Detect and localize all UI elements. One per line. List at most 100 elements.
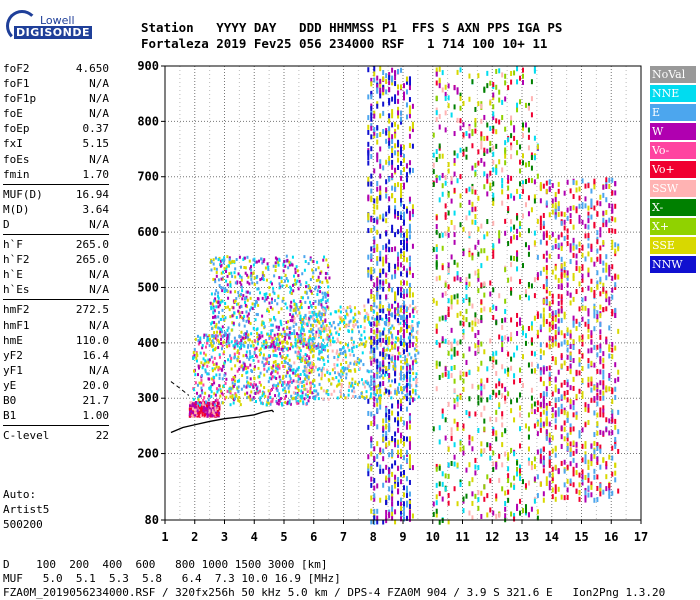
echo-point xyxy=(316,260,319,264)
echo-point xyxy=(229,280,232,284)
echo-point xyxy=(344,353,347,357)
echo-point xyxy=(282,388,285,392)
echo-point xyxy=(304,360,307,364)
echo-point xyxy=(260,401,263,405)
echo-point xyxy=(363,308,366,312)
echo-point xyxy=(492,200,495,206)
echo-point xyxy=(373,455,376,461)
param-row: MUF(D) 16.94 xyxy=(3,187,109,202)
echo-point xyxy=(308,396,311,400)
echo-point xyxy=(403,441,405,447)
echo-point xyxy=(214,408,217,412)
echo-point xyxy=(444,95,447,101)
echo-point xyxy=(397,308,400,314)
echo-point xyxy=(527,228,530,234)
echo-point xyxy=(407,325,410,329)
echo-point xyxy=(284,273,287,277)
echo-point xyxy=(376,389,379,395)
echo-point xyxy=(414,389,417,393)
echo-point xyxy=(513,256,516,262)
echo-point xyxy=(593,178,596,184)
echo-point xyxy=(416,310,419,314)
echo-point xyxy=(339,389,342,393)
echo-point xyxy=(284,360,287,364)
echo-point xyxy=(405,257,408,263)
echo-point xyxy=(400,149,403,155)
echo-point xyxy=(367,176,370,182)
echo-point xyxy=(382,360,385,366)
echo-point xyxy=(456,402,459,408)
echo-point xyxy=(438,83,441,89)
echo-point xyxy=(302,369,305,373)
echo-point xyxy=(237,294,240,298)
echo-point xyxy=(248,291,251,295)
echo-point xyxy=(198,364,201,368)
echo-point xyxy=(590,397,593,403)
echo-point xyxy=(410,327,413,331)
echo-point xyxy=(438,342,441,348)
echo-point xyxy=(288,363,291,367)
echo-point xyxy=(447,226,450,232)
echo-point xyxy=(221,308,224,312)
echo-point xyxy=(255,300,258,304)
echo-point xyxy=(314,397,317,401)
echo-point xyxy=(232,384,235,388)
echo-point xyxy=(394,273,397,279)
echo-point xyxy=(366,369,369,373)
echo-point xyxy=(435,494,438,500)
echo-point xyxy=(382,216,385,222)
echo-point xyxy=(400,432,403,438)
echo-point xyxy=(213,367,216,371)
echo-point xyxy=(397,386,400,392)
echo-point xyxy=(236,351,239,355)
echo-point xyxy=(385,348,388,352)
echo-point xyxy=(459,202,462,208)
echo-point xyxy=(392,367,395,371)
echo-point xyxy=(400,175,403,181)
echo-point xyxy=(243,296,246,300)
echo-point xyxy=(347,313,350,317)
echo-point xyxy=(432,511,435,517)
echo-point xyxy=(394,371,397,377)
echo-point xyxy=(378,375,381,379)
echo-point xyxy=(397,302,400,308)
echo-point xyxy=(444,127,447,133)
echo-point xyxy=(391,436,394,442)
echo-point xyxy=(370,443,373,449)
echo-point xyxy=(292,379,295,383)
echo-point xyxy=(486,191,489,197)
echo-point xyxy=(277,394,280,398)
echo-point xyxy=(255,260,258,264)
echo-point xyxy=(278,341,281,345)
echo-point xyxy=(352,353,355,357)
echo-point xyxy=(251,307,254,311)
echo-point xyxy=(200,381,203,385)
echo-point xyxy=(495,496,498,502)
echo-point xyxy=(397,256,400,262)
echo-point xyxy=(447,500,450,506)
echo-point xyxy=(438,491,441,497)
echo-point xyxy=(221,377,224,381)
echo-point xyxy=(376,219,379,225)
echo-point xyxy=(275,376,278,380)
echo-point xyxy=(522,73,524,79)
echo-point xyxy=(405,292,408,298)
echo-point xyxy=(560,242,563,248)
echo-point xyxy=(376,281,379,287)
echo-point xyxy=(337,371,340,375)
echo-point xyxy=(477,384,480,390)
echo-point xyxy=(325,324,328,328)
echo-point xyxy=(218,284,221,288)
echo-point xyxy=(373,339,376,345)
echo-point xyxy=(261,344,264,348)
echo-point xyxy=(450,179,453,185)
echo-point xyxy=(202,363,205,367)
echo-point xyxy=(358,330,361,334)
echo-point xyxy=(306,375,309,379)
echo-point xyxy=(480,140,483,146)
echo-point xyxy=(277,402,280,406)
echo-point xyxy=(388,328,391,334)
echo-point xyxy=(376,87,379,93)
param-value: 16.94 xyxy=(75,187,109,201)
echo-point xyxy=(392,365,395,369)
